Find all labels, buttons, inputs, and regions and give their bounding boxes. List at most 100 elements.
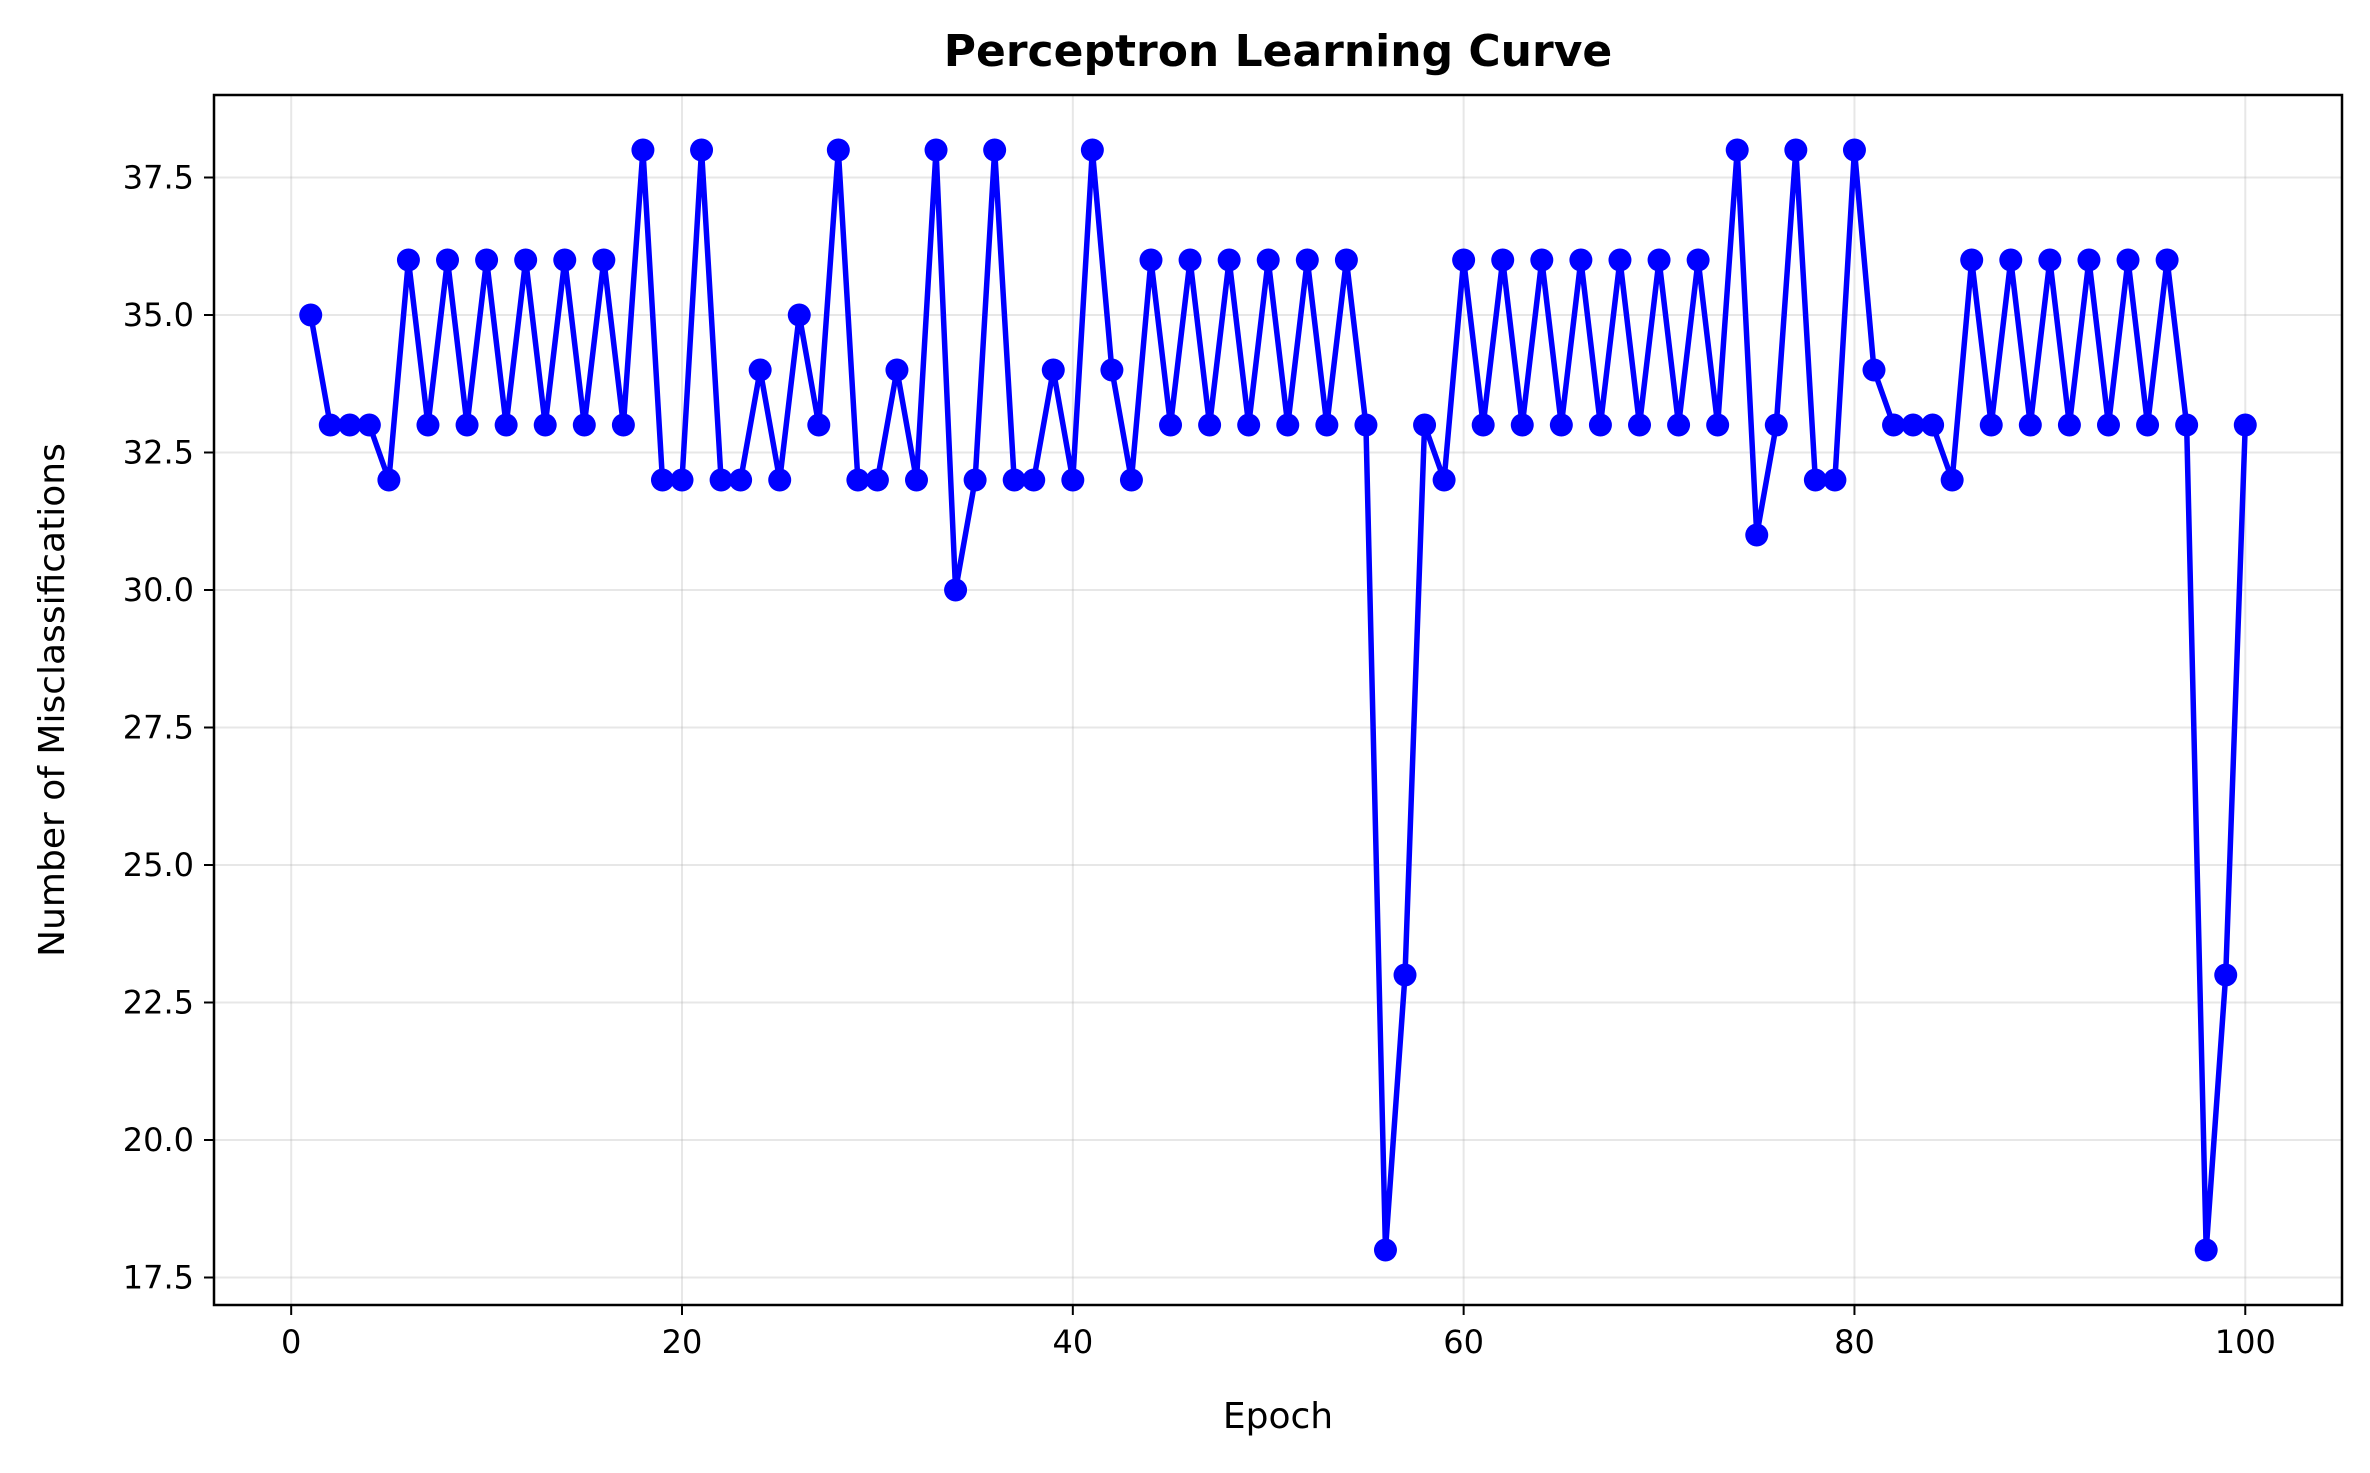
data-point (670, 468, 694, 492)
data-point (1061, 468, 1085, 492)
data-point (1315, 413, 1339, 437)
data-point (494, 413, 518, 437)
data-point (1706, 413, 1730, 437)
data-point (1647, 248, 1671, 272)
data-point (904, 468, 928, 492)
data-point (1979, 413, 2003, 437)
data-point (1471, 413, 1495, 437)
data-point (338, 413, 362, 437)
axes: 0 20 40 60 80 100 17.5 20.0 22.5 25.0 27.5 30.0 32.5… (123, 93, 2344, 1361)
data-point (611, 413, 635, 437)
data-point (475, 248, 499, 272)
data-point (2175, 413, 2199, 437)
data-point (1803, 468, 1827, 492)
data-point (865, 468, 889, 492)
x-tick-label: 100 (2215, 1323, 2276, 1361)
data-point (377, 468, 401, 492)
data-point (2136, 413, 2160, 437)
data-point (846, 468, 870, 492)
data-point (553, 248, 577, 272)
data-point (1393, 963, 1417, 987)
data-point (455, 413, 479, 437)
data-point (1549, 413, 1573, 437)
data-point (416, 413, 440, 437)
y-tick-label: 25.0 (123, 846, 194, 884)
chart-title: Perceptron Learning Curve (944, 26, 1612, 77)
data-point (1608, 248, 1632, 272)
y-tick-label: 27.5 (123, 709, 194, 747)
data-point (924, 138, 948, 162)
data-point (787, 303, 811, 327)
data-point (2233, 413, 2257, 437)
data-point (1295, 248, 1319, 272)
data-point (1022, 468, 1046, 492)
data-point (1764, 413, 1788, 437)
data-point (1119, 468, 1143, 492)
data-point (1100, 358, 1124, 382)
data-point (1276, 413, 1300, 437)
grid (214, 95, 2342, 1305)
data-point (709, 468, 733, 492)
data-point (1960, 248, 1984, 272)
data-point (2057, 413, 2081, 437)
data-point (1354, 413, 1378, 437)
data-point (2096, 413, 2120, 437)
x-tick-label: 0 (281, 1323, 301, 1361)
data-point (1901, 413, 1925, 437)
data-point (690, 138, 714, 162)
y-tick-label: 30.0 (123, 571, 194, 609)
data-point (1588, 413, 1612, 437)
data-point (1452, 248, 1476, 272)
data-point (572, 413, 596, 437)
x-tick-label: 20 (662, 1323, 703, 1361)
data-point (1002, 468, 1026, 492)
data-point (1725, 138, 1749, 162)
data-point (1491, 248, 1515, 272)
data-point (2155, 248, 2179, 272)
data-point (1178, 248, 1202, 272)
y-axis-label: Number of Misclassifications (32, 443, 73, 957)
data-point (1256, 248, 1280, 272)
data-point (1159, 413, 1183, 437)
data-point (533, 413, 557, 437)
data-point (650, 468, 674, 492)
data-point (1628, 413, 1652, 437)
data-point (1334, 248, 1358, 272)
data-point (1530, 248, 1554, 272)
y-tick-label: 32.5 (123, 434, 194, 472)
data-point (1784, 138, 1808, 162)
data-point (1217, 248, 1241, 272)
data-point (944, 578, 968, 602)
data-point (514, 248, 538, 272)
data-point (1139, 248, 1163, 272)
data-point (592, 248, 616, 272)
y-tick-label: 35.0 (123, 296, 194, 334)
data-point (1842, 138, 1866, 162)
data-point (396, 248, 420, 272)
data-point (1921, 413, 1945, 437)
data-point (983, 138, 1007, 162)
data-point (768, 468, 792, 492)
data-point (1413, 413, 1437, 437)
x-tick-label: 80 (1834, 1323, 1875, 1361)
y-tick-label: 17.5 (123, 1259, 194, 1297)
x-tick-label: 40 (1052, 1323, 1093, 1361)
series-layer (299, 138, 2257, 1262)
data-point (1569, 248, 1593, 272)
x-tick-label: 60 (1443, 1323, 1484, 1361)
data-point (1237, 413, 1261, 437)
data-point (436, 248, 460, 272)
data-point (1882, 413, 1906, 437)
data-point (885, 358, 909, 382)
y-tick-label: 22.5 (123, 984, 194, 1022)
data-point (1999, 248, 2023, 272)
x-axis-label: Epoch (1223, 1396, 1333, 1437)
data-point (2018, 413, 2042, 437)
data-point (807, 413, 831, 437)
data-point (1510, 413, 1534, 437)
data-point (2214, 963, 2238, 987)
data-point (1745, 523, 1769, 547)
y-tick-label: 20.0 (123, 1121, 194, 1159)
